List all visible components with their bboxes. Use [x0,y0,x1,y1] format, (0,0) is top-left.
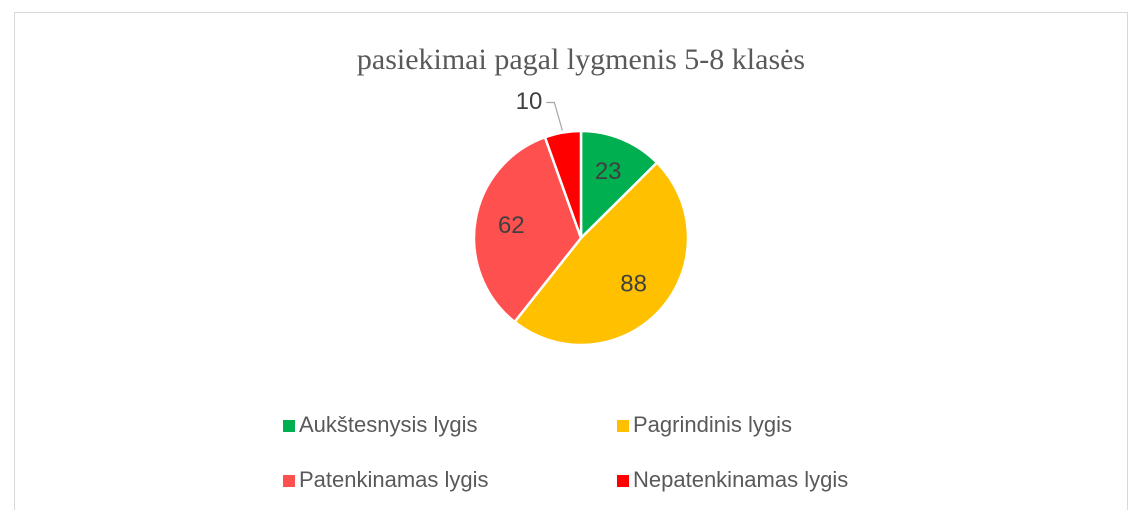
data-label: 88 [620,270,647,297]
legend-label: Patenkinamas lygis [299,467,489,492]
chart-title: pasiekimai pagal lygmenis 5-8 klasės [357,43,805,76]
leader-line [546,101,563,131]
legend-swatch [283,475,295,487]
legend-label: Aukštesnysis lygis [299,412,478,437]
legend-swatch [283,420,295,432]
pie-slice [512,160,690,347]
data-label: 62 [498,212,525,239]
legend-swatch [617,475,629,487]
pie-slice [472,135,583,324]
data-label: 23 [595,158,622,185]
pie-slice [579,129,659,241]
legend-label: Pagrindinis lygis [633,412,792,437]
legend-label: Nepatenkinamas lygis [633,467,848,492]
legend-swatch [617,420,629,432]
data-label: 10 [516,88,543,115]
pie-slice [543,129,583,239]
